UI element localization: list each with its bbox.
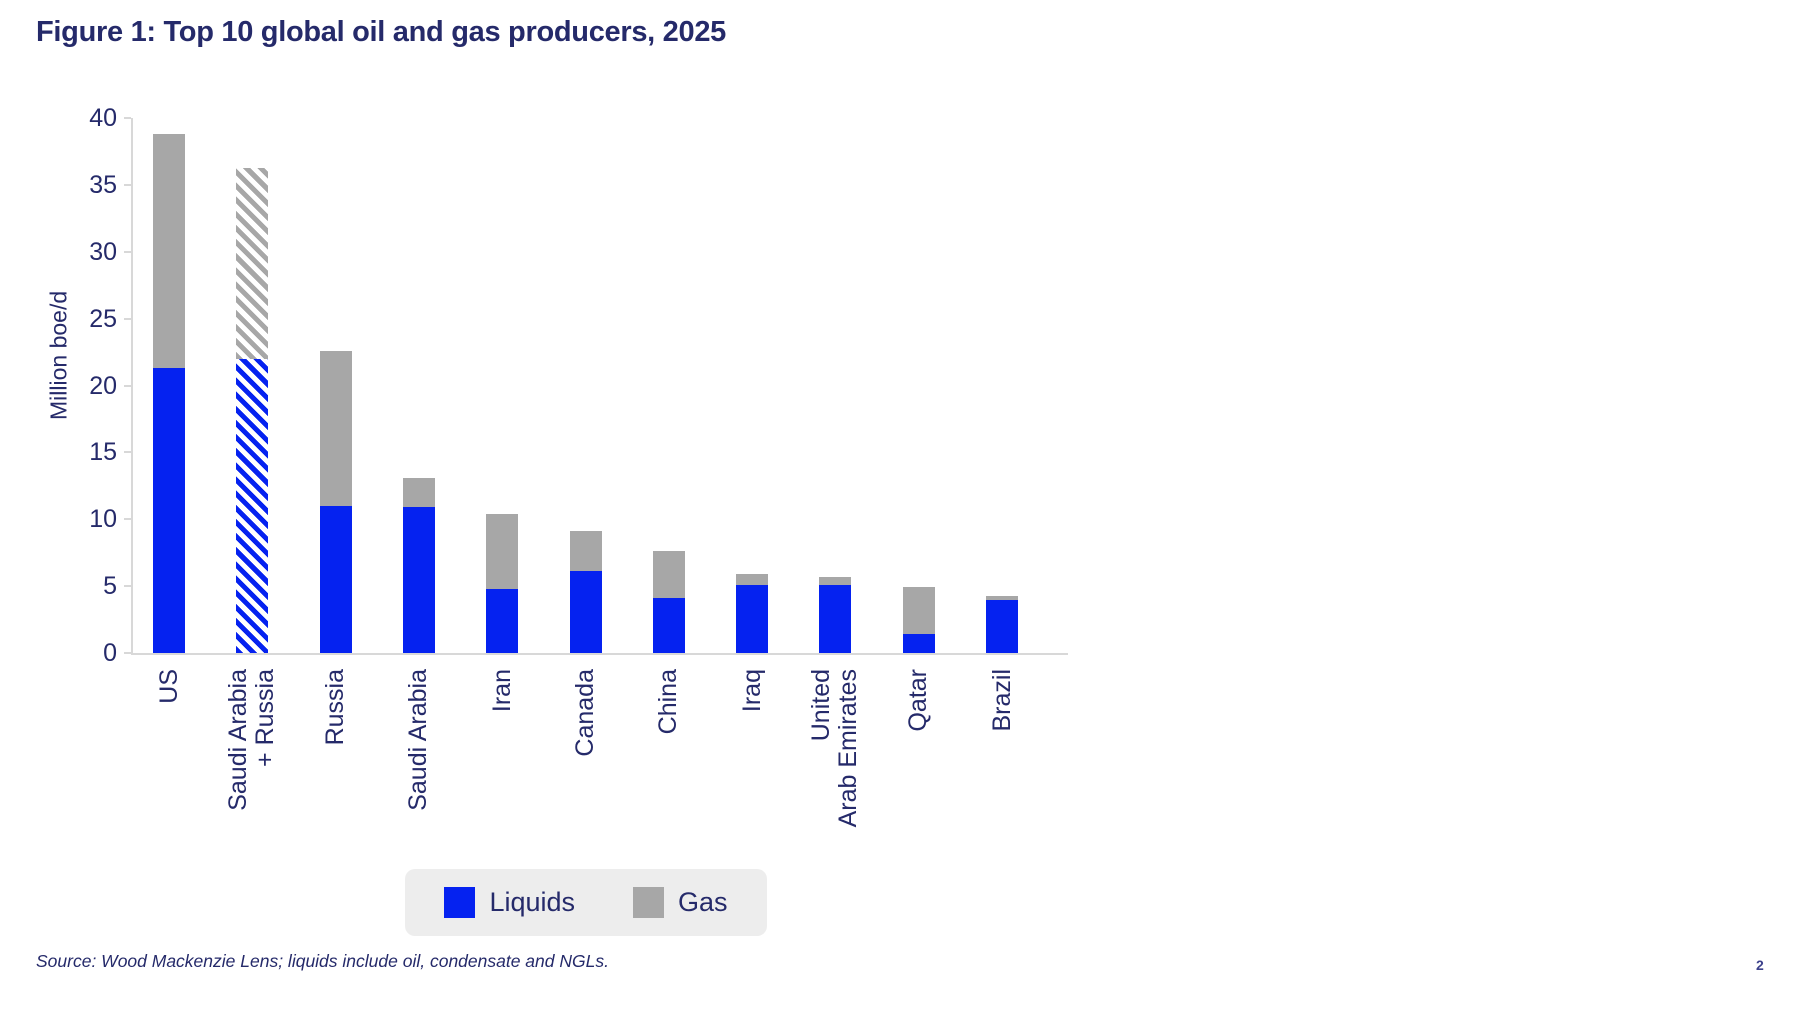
y-tick-label-15: 15 [89,438,117,467]
bar-segment-gas-us [153,134,185,369]
y-tick-mark [124,585,131,588]
bar-segment-liquids-china [652,598,685,653]
bar-qatar [902,587,935,653]
x-axis-label-brazil: Brazil [987,669,1016,732]
legend-label-liquids: Liquids [489,887,576,917]
x-axis-label-canada: Canada [571,669,599,757]
bar-saudi-arabia [402,477,435,653]
bar-segment-gas-iraq [736,574,769,585]
x-axis-label-united-arab-emirates: United Arab Emirates [807,669,863,828]
y-tick-mark [124,317,131,320]
y-axis-line [131,118,133,655]
bar-iraq [736,574,769,653]
plot-area [131,118,1068,655]
liquids-swatch [444,887,476,918]
bar-segment-liquids-iraq [736,584,769,653]
bar-segment-gas-canada [569,531,602,572]
bar-segment-liquids-saudi-arabia-russia [236,358,269,653]
bar-segment-gas-brazil [986,595,1018,600]
x-axis-label-iran: Iran [487,669,516,713]
x-axis-label-us: US [154,669,183,704]
y-tick-mark [124,652,131,654]
y-tick-mark [124,250,131,253]
bar-chart-figure: Million boe/d 0 5 10 15 20 25 30 35 40 US Saudi A… [46,104,1068,936]
gas-swatch [633,887,665,918]
bar-canada [569,531,602,653]
x-axis-label-qatar: Qatar [904,669,933,732]
y-tick-label-10: 10 [89,505,117,534]
bar-brazil [986,595,1018,653]
y-tick-label-35: 35 [89,170,117,199]
bar-segment-liquids-qatar [902,634,935,653]
bar-segment-liquids-brazil [986,599,1018,653]
bar-segment-gas-qatar [902,587,935,635]
x-axis-label-saudi-arabia-russia: Saudi Arabia + Russia [224,669,280,811]
bar-segment-gas-saudi-arabia [402,477,435,508]
y-tick-mark [124,451,131,454]
page-number: 2 [1756,957,1764,973]
bar-segment-liquids-russia [319,505,352,653]
x-axis-label-russia: Russia [321,669,350,746]
y-tick-mark [124,117,131,119]
y-tick-mark [124,183,131,186]
y-tick-label-0: 0 [103,639,117,667]
y-tick-mark [124,518,131,521]
bar-segment-liquids-us [153,368,185,653]
x-axis-label-iraq: Iraq [737,669,766,713]
x-axis-label-saudi-arabia: Saudi Arabia [404,669,433,811]
bar-united-arab-emirates [819,576,852,653]
y-tick-mark [124,384,131,387]
bar-segment-gas-saudi-arabia-russia [236,167,269,359]
legend-item-liquids: Liquids [444,887,575,918]
bar-segment-gas-iran [486,513,519,589]
source-note: Source: Wood Mackenzie Lens; liquids inc… [36,951,609,971]
bar-segment-liquids-iran [486,588,519,653]
chart-legend: Liquids Gas [405,869,767,936]
x-axis-line [131,653,1068,655]
bar-segment-liquids-united-arab-emirates [819,584,852,653]
bar-segment-liquids-canada [569,571,602,653]
page-title: Figure 1: Top 10 global oil and gas prod… [36,16,726,48]
bar-segment-liquids-saudi-arabia [402,507,435,653]
bar-us [153,134,185,653]
x-axis-label-china: China [654,669,683,735]
bar-segment-gas-united-arab-emirates [819,576,852,585]
bar-iran [486,513,519,653]
bar-segment-gas-russia [319,350,352,506]
legend-label-gas: Gas [678,887,728,917]
bar-segment-gas-china [652,551,685,599]
bar-russia [319,350,352,653]
y-tick-label-25: 25 [89,304,117,333]
bar-china [652,551,685,653]
bar-saudi-arabia-russia [236,167,269,653]
y-tick-label-40: 40 [89,104,117,132]
y-tick-label-20: 20 [89,371,117,400]
y-tick-label-30: 30 [89,237,117,266]
legend-item-gas: Gas [633,887,728,918]
y-tick-label-5: 5 [103,572,117,601]
